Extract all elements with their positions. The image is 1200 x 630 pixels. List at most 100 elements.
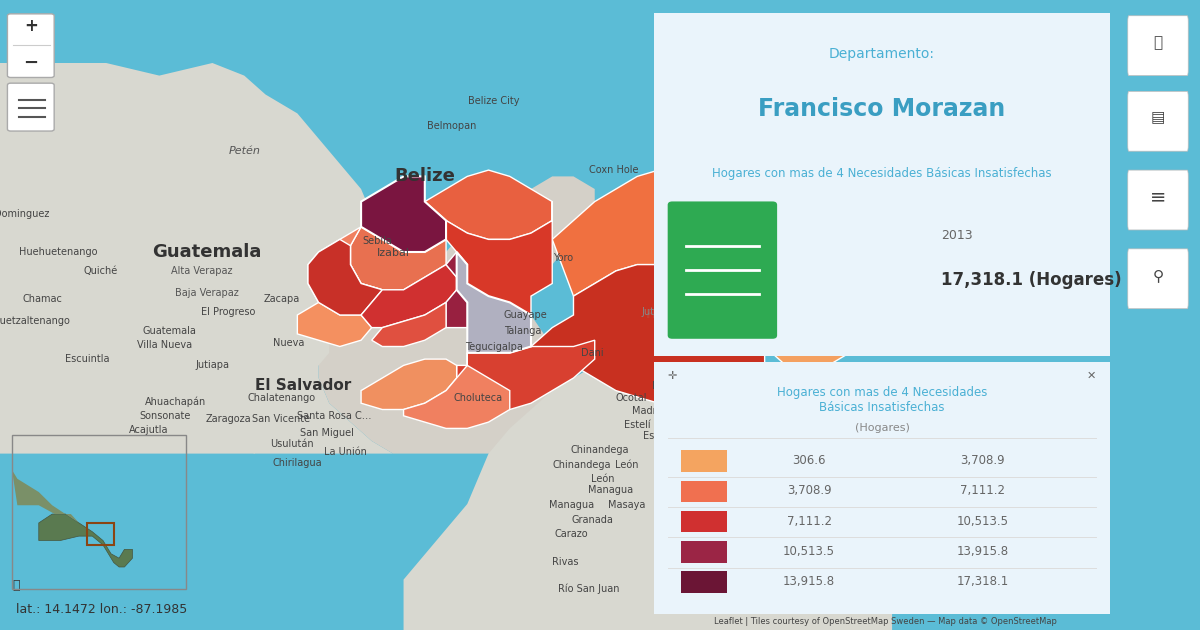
Text: Chirilagua: Chirilagua: [272, 458, 322, 468]
FancyBboxPatch shape: [682, 541, 727, 563]
Text: ⬧: ⬧: [1153, 35, 1163, 50]
Text: ✛: ✛: [667, 371, 677, 381]
Text: Chinandega: Chinandega: [553, 460, 611, 470]
Polygon shape: [403, 353, 892, 630]
Polygon shape: [350, 227, 446, 290]
Text: Estelí Jinotega: Estelí Jinotega: [643, 431, 713, 441]
Text: Matagalpa: Matagalpa: [715, 425, 767, 435]
Polygon shape: [425, 170, 552, 239]
Polygon shape: [446, 252, 510, 328]
FancyBboxPatch shape: [682, 571, 727, 593]
Text: Bluefields: Bluefields: [760, 486, 808, 496]
Text: ⚲: ⚲: [1152, 268, 1164, 284]
Text: 10,513.5: 10,513.5: [784, 545, 835, 558]
Polygon shape: [149, 284, 329, 454]
Text: ≡: ≡: [1150, 187, 1166, 206]
Text: Baja Verapaz: Baja Verapaz: [175, 288, 239, 298]
Text: Básicas Insatisfechas: Básicas Insatisfechas: [820, 401, 944, 414]
Text: Huehuetenango: Huehuetenango: [19, 247, 97, 257]
FancyBboxPatch shape: [1128, 249, 1188, 309]
Text: 7,111.2: 7,111.2: [786, 515, 832, 527]
Polygon shape: [0, 63, 392, 454]
Polygon shape: [722, 239, 892, 378]
Text: Petén: Petén: [228, 146, 260, 156]
Text: León: León: [592, 474, 614, 484]
Text: Chamac: Chamac: [23, 294, 62, 304]
Polygon shape: [372, 302, 446, 346]
FancyBboxPatch shape: [682, 450, 727, 472]
Text: Belmopan: Belmopan: [427, 121, 476, 131]
Text: Quiché: Quiché: [84, 266, 118, 276]
Text: Boaco: Boaco: [706, 460, 734, 470]
Text: Yoro: Yoro: [553, 253, 572, 263]
FancyBboxPatch shape: [7, 83, 54, 131]
Text: Zacapa: Zacapa: [263, 294, 300, 304]
Text: Chinandega: Chinandega: [571, 445, 629, 455]
Text: 306.6: 306.6: [792, 454, 826, 467]
FancyBboxPatch shape: [1128, 16, 1188, 76]
Text: Managua: Managua: [588, 485, 634, 495]
FancyBboxPatch shape: [1128, 91, 1188, 151]
Polygon shape: [403, 353, 510, 428]
Text: 3,708.9: 3,708.9: [787, 484, 832, 497]
Text: Ocotal: Ocotal: [616, 393, 647, 403]
Text: Belize: Belize: [395, 168, 455, 185]
Text: Honduras: Honduras: [646, 309, 714, 321]
Text: −: −: [23, 54, 38, 72]
Text: Bilwi (Puerto Cabezas): Bilwi (Puerto Cabezas): [773, 345, 868, 354]
Text: (Hogares): (Hogares): [854, 423, 910, 433]
Text: San Vicente: San Vicente: [252, 414, 311, 424]
Text: Guayape: Guayape: [504, 310, 547, 320]
Text: Sonsonate: Sonsonate: [139, 411, 191, 421]
Text: Carazo: Carazo: [554, 529, 588, 539]
Polygon shape: [361, 176, 446, 252]
Text: Hogares con mas de 4 Necesidades: Hogares con mas de 4 Necesidades: [776, 386, 988, 399]
Text: 13,915.8: 13,915.8: [782, 575, 835, 588]
Polygon shape: [361, 359, 457, 410]
Text: Departamento:: Departamento:: [829, 47, 935, 61]
Text: León: León: [614, 460, 638, 470]
Polygon shape: [446, 202, 552, 328]
FancyBboxPatch shape: [682, 511, 727, 532]
Text: Región Autónoma
de la Costa
Caribe Sur: Región Autónoma de la Costa Caribe Sur: [787, 438, 874, 472]
Text: lat.: 14.1472 lon.: -87.1985: lat.: 14.1472 lon.: -87.1985: [16, 603, 187, 616]
Text: Rivas: Rivas: [552, 557, 578, 567]
Text: Tegucigalpa: Tegucigalpa: [464, 341, 523, 352]
Text: ⤡: ⤡: [13, 580, 20, 592]
Polygon shape: [319, 176, 595, 454]
Polygon shape: [552, 170, 808, 302]
Text: Chontales: Chontales: [730, 500, 779, 510]
Text: Estelí: Estelí: [624, 420, 650, 430]
Text: Zaragoza: Zaragoza: [205, 414, 251, 424]
Text: El Salvador: El Salvador: [254, 378, 350, 393]
Polygon shape: [38, 514, 132, 567]
Text: Nicaragua: Nicaragua: [719, 470, 806, 485]
Text: Juticalpa: Juticalpa: [642, 307, 684, 317]
Text: 10,513.5: 10,513.5: [956, 515, 1008, 527]
Text: Hogares con mas de 4 Necesidades Básicas Insatisfechas: Hogares con mas de 4 Necesidades Básicas…: [712, 168, 1052, 180]
Polygon shape: [457, 340, 595, 410]
Text: Alta Verapaz: Alta Verapaz: [172, 266, 233, 276]
Text: Acajutla: Acajutla: [128, 425, 168, 435]
Text: La Unión: La Unión: [324, 447, 366, 457]
Text: Sebila: Sebila: [362, 236, 392, 246]
Text: Guatemala: Guatemala: [143, 326, 197, 336]
Text: Jinotega: Jinotega: [683, 408, 722, 418]
Text: El Progreso: El Progreso: [202, 307, 256, 317]
Text: ✕: ✕: [1087, 371, 1097, 381]
Text: Dominguez: Dominguez: [0, 209, 49, 219]
FancyBboxPatch shape: [667, 202, 778, 339]
Text: Catacamas: Catacamas: [673, 291, 728, 301]
Text: 7,111.2: 7,111.2: [960, 484, 1004, 497]
FancyBboxPatch shape: [1128, 170, 1188, 230]
Text: Dani: Dani: [581, 348, 604, 358]
Polygon shape: [308, 239, 383, 315]
Text: Coxn Hole: Coxn Hole: [589, 165, 638, 175]
Polygon shape: [12, 470, 92, 532]
Text: Usulután: Usulután: [270, 439, 314, 449]
Text: Región Autónoma
de la Costa
Caribe Norte: Región Autónoma de la Costa Caribe Norte: [758, 307, 845, 341]
Text: 2013: 2013: [941, 229, 973, 243]
Polygon shape: [361, 265, 457, 328]
FancyBboxPatch shape: [7, 14, 54, 77]
Text: Santa Rosa C…: Santa Rosa C…: [298, 411, 372, 421]
